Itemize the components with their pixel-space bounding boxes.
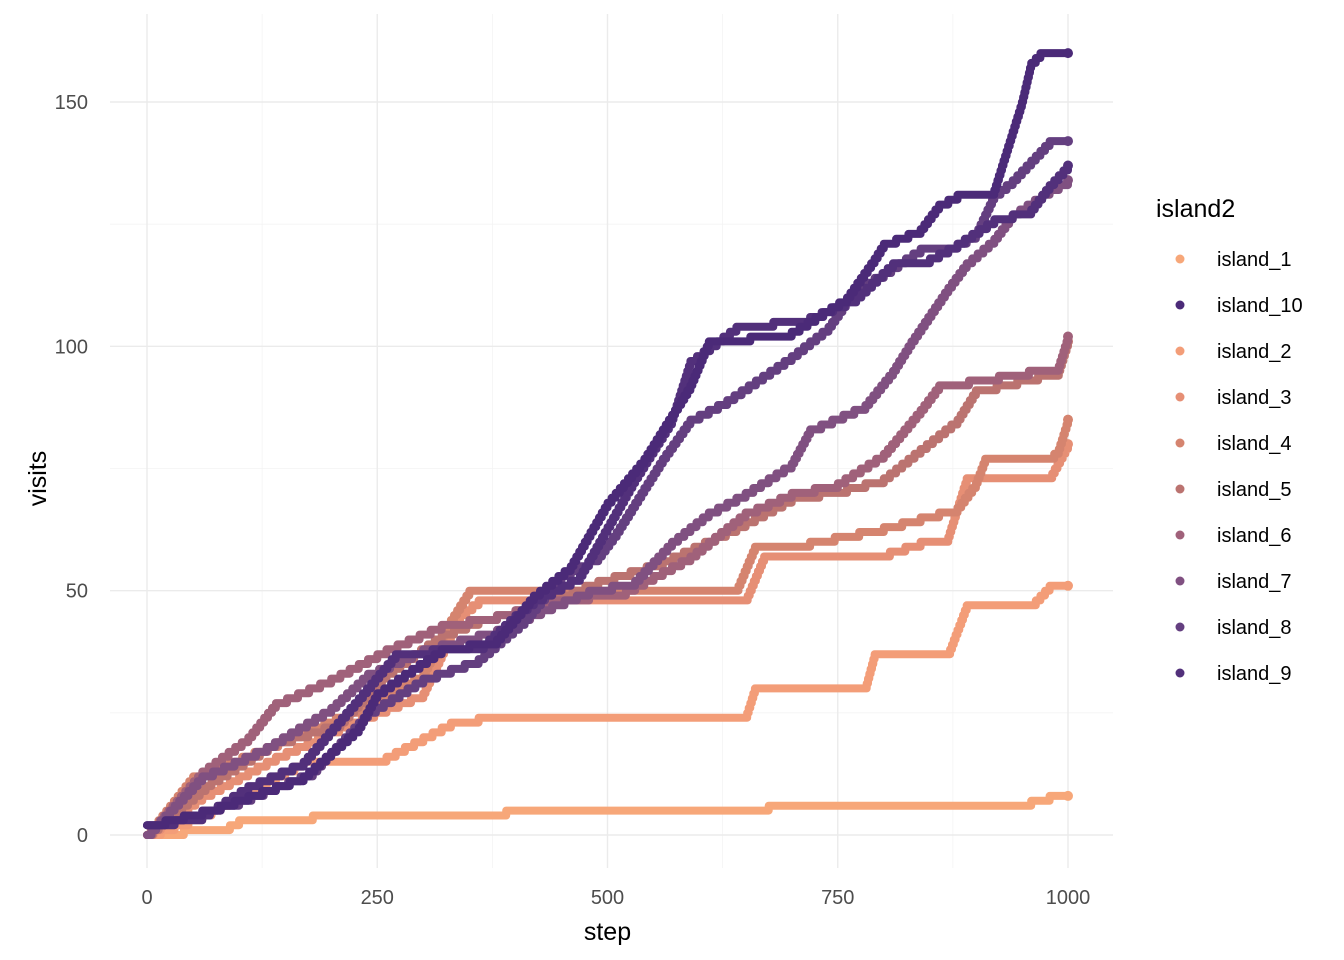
x-tick-label: 750 bbox=[821, 887, 854, 909]
y-tick-label: 150 bbox=[55, 92, 88, 114]
legend-key-island-6 bbox=[1175, 530, 1185, 540]
legend-key-island-9 bbox=[1175, 668, 1185, 678]
y-axis-ticks: 0 50 100 150 bbox=[55, 92, 88, 847]
x-tick-label: 250 bbox=[361, 887, 394, 909]
x-tick-label: 1000 bbox=[1046, 887, 1091, 909]
x-axis-title: step bbox=[584, 918, 631, 946]
legend-label-island-5: island_5 bbox=[1217, 479, 1292, 501]
series-endpoint-island-9 bbox=[1063, 160, 1073, 171]
grid-lines bbox=[110, 14, 1113, 868]
legend-key-island-2 bbox=[1175, 346, 1185, 356]
y-tick-label: 50 bbox=[66, 581, 88, 603]
series-endpoint-island-6 bbox=[1063, 331, 1073, 342]
legend-key-island-7 bbox=[1175, 576, 1185, 586]
y-axis-title: visits bbox=[24, 451, 52, 507]
legend-label-island-8: island_8 bbox=[1217, 617, 1292, 639]
series-line-island-9 bbox=[143, 161, 1072, 830]
legend-label-island-10: island_10 bbox=[1217, 295, 1303, 317]
legend-label-island-9: island_9 bbox=[1217, 663, 1292, 685]
series-endpoint-island-1 bbox=[1063, 790, 1073, 801]
x-tick-label: 500 bbox=[591, 887, 624, 909]
legend-label-island-6: island_6 bbox=[1217, 525, 1292, 547]
legend-label-island-2: island_2 bbox=[1217, 341, 1292, 363]
legend-key-island-1 bbox=[1175, 254, 1185, 264]
series-endpoint-island-10 bbox=[1063, 48, 1073, 59]
y-tick-label: 100 bbox=[55, 336, 88, 358]
legend-label-island-4: island_4 bbox=[1217, 433, 1292, 455]
series-line-island-8 bbox=[143, 137, 1072, 830]
series-endpoint-island-2 bbox=[1063, 580, 1073, 591]
x-tick-label: 0 bbox=[141, 887, 152, 909]
x-axis-ticks: 0 250 500 750 1000 bbox=[141, 887, 1090, 909]
legend-label-island-7: island_7 bbox=[1217, 571, 1292, 593]
legend-label-island-3: island_3 bbox=[1217, 387, 1292, 409]
legend-key-island-10 bbox=[1175, 300, 1185, 310]
series-line-island-7 bbox=[143, 176, 1072, 839]
series-line-island-1 bbox=[143, 791, 1072, 839]
legend: island2 island_1 island_10 island_2 island_… bbox=[1156, 195, 1303, 685]
legend-title: island2 bbox=[1156, 195, 1235, 223]
legend-key-island-4 bbox=[1175, 438, 1185, 448]
series-endpoint-island-8 bbox=[1063, 136, 1073, 147]
legend-key-island-8 bbox=[1175, 622, 1185, 632]
series-group bbox=[143, 48, 1073, 839]
legend-key-island-3 bbox=[1175, 392, 1185, 402]
y-tick-label: 0 bbox=[77, 825, 88, 847]
series-line-island-10 bbox=[143, 49, 1072, 830]
legend-label-island-1: island_1 bbox=[1217, 249, 1292, 271]
legend-key-island-5 bbox=[1175, 484, 1185, 494]
series-endpoint-island-4 bbox=[1063, 414, 1073, 425]
